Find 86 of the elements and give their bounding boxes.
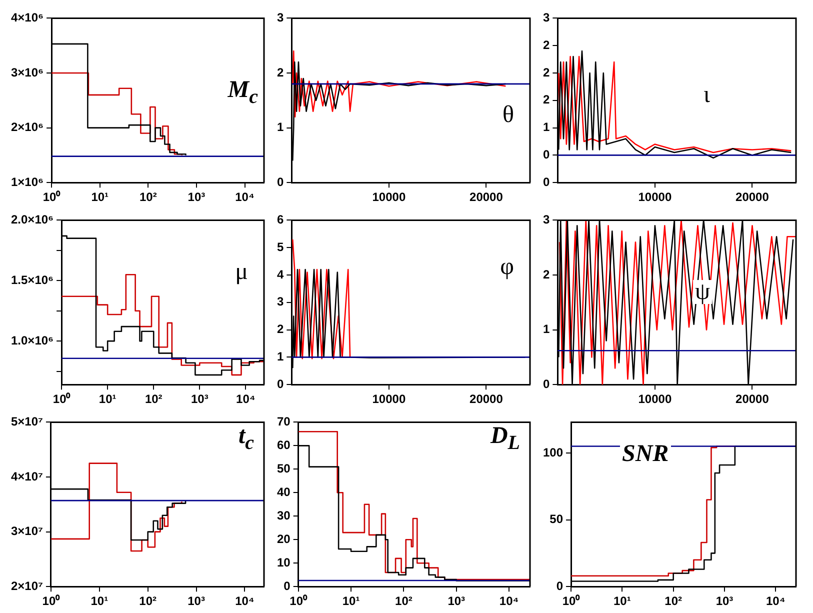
x-tick-label: 10⁰ xyxy=(562,594,581,608)
x-tick-label: 10⁴ xyxy=(235,190,254,204)
y-tick-label: 2 xyxy=(542,65,550,80)
y-tick-label: 1.5×10⁶ xyxy=(11,272,54,287)
x-tick-label: 10⁴ xyxy=(236,392,256,406)
x-tick-label: 10¹ xyxy=(90,594,108,608)
y-tick-label: 0 xyxy=(276,376,284,391)
y-tick-label: 6 xyxy=(276,212,284,227)
y-tick-label: 0 xyxy=(284,578,291,593)
y-tick-label: 4×10⁶ xyxy=(10,10,44,25)
text: SNR xyxy=(620,441,671,467)
x-tick-label: 20000 xyxy=(736,190,770,204)
y-tick-label: 10 xyxy=(276,555,291,570)
y-tick-label: 50 xyxy=(550,512,564,526)
y-tick-label: 2 xyxy=(276,322,284,336)
y-tick-label: 1 xyxy=(276,350,284,364)
x-tick-label: 10³ xyxy=(448,594,466,608)
y-tick-label: 2 xyxy=(276,65,284,80)
y-tick-label: 100 xyxy=(542,445,564,460)
y-tick-label: 0 xyxy=(276,174,284,189)
y-tick-label: 2 xyxy=(542,38,550,52)
chart-title: t$_{c}$ xyxy=(236,423,256,454)
x-tick-label: 10⁰ xyxy=(42,594,61,608)
y-tick-label: 1 xyxy=(276,120,284,134)
x-tick-label: 10⁴ xyxy=(235,594,254,608)
y-tick-label: 1×10⁶ xyxy=(10,174,44,189)
y-tick-label: 50 xyxy=(276,461,291,476)
x-tick-label: 20000 xyxy=(470,190,504,204)
y-tick-label: 0 xyxy=(542,376,550,391)
y-tick-label: 30 xyxy=(276,508,291,522)
y-tick-label: 3 xyxy=(276,10,284,25)
text: μ xyxy=(233,259,250,285)
text: φ xyxy=(498,254,516,280)
y-tick-label: 70 xyxy=(276,414,291,429)
y-tick-label: 40 xyxy=(276,484,291,499)
x-tick-label: 10³ xyxy=(188,190,206,204)
y-tick-label: 60 xyxy=(276,438,291,452)
y-tick-label: 2.0×10⁶ xyxy=(11,212,54,227)
y-tick-label: 2 xyxy=(542,92,550,107)
y-tick-label: 2×10⁷ xyxy=(10,578,44,593)
text: M$_{c}$ xyxy=(226,77,260,108)
x-tick-label: 10³ xyxy=(188,594,205,608)
x-tick-label: 10¹ xyxy=(342,594,360,608)
y-tick-label: 2×10⁶ xyxy=(10,120,44,134)
x-tick-label: 10000 xyxy=(638,392,672,406)
x-tick-label: 10¹ xyxy=(614,594,631,608)
x-tick-label: 10000 xyxy=(372,190,406,204)
x-tick-label: 10¹ xyxy=(91,190,109,204)
y-tick-label: 1 xyxy=(542,322,550,336)
y-tick-label: 1.0×10⁶ xyxy=(11,333,54,348)
y-tick-label: 3×10⁷ xyxy=(10,524,44,538)
y-tick-label: 3 xyxy=(542,10,550,25)
x-tick-label: 10² xyxy=(664,594,682,608)
y-tick-label: 3 xyxy=(276,294,284,309)
x-tick-label: 20000 xyxy=(736,392,770,406)
x-tick-label: 10² xyxy=(139,594,157,608)
y-tick-label: 3 xyxy=(542,212,550,227)
x-tick-label: 10¹ xyxy=(98,392,116,406)
y-tick-label: 0 xyxy=(556,578,564,593)
x-tick-label: 10³ xyxy=(716,594,734,608)
x-tick-label: 10000 xyxy=(372,392,406,406)
y-tick-label: 20 xyxy=(276,532,291,546)
y-tick-label: 0 xyxy=(542,174,550,189)
y-tick-label: 5 xyxy=(276,240,284,254)
y-tick-label: 4 xyxy=(276,267,284,282)
y-tick-label: 0 xyxy=(542,148,550,162)
x-tick-label: 10⁰ xyxy=(42,190,62,204)
y-tick-label: 5×10⁷ xyxy=(10,414,44,429)
x-tick-label: 10³ xyxy=(190,392,208,406)
chart-title: D$_{L}$ xyxy=(488,423,522,454)
text: ι xyxy=(702,82,712,108)
x-tick-label: 10000 xyxy=(638,190,672,204)
x-tick-label: 10⁴ xyxy=(499,594,519,608)
x-tick-label: 10⁴ xyxy=(766,594,786,608)
x-tick-label: 10⁰ xyxy=(290,594,308,608)
y-tick-label: 2 xyxy=(542,267,550,282)
x-tick-label: 10² xyxy=(395,594,412,608)
x-tick-label: 20000 xyxy=(470,392,504,406)
x-tick-label: 10² xyxy=(144,392,162,406)
text: θ xyxy=(500,102,516,128)
x-tick-label: 10⁰ xyxy=(52,392,72,406)
text: ψ xyxy=(692,279,712,305)
y-tick-label: 3×10⁶ xyxy=(10,65,44,80)
x-tick-label: 10² xyxy=(139,190,157,204)
y-tick-label: 1 xyxy=(542,120,550,134)
y-tick-label: 4×10⁷ xyxy=(10,469,44,484)
